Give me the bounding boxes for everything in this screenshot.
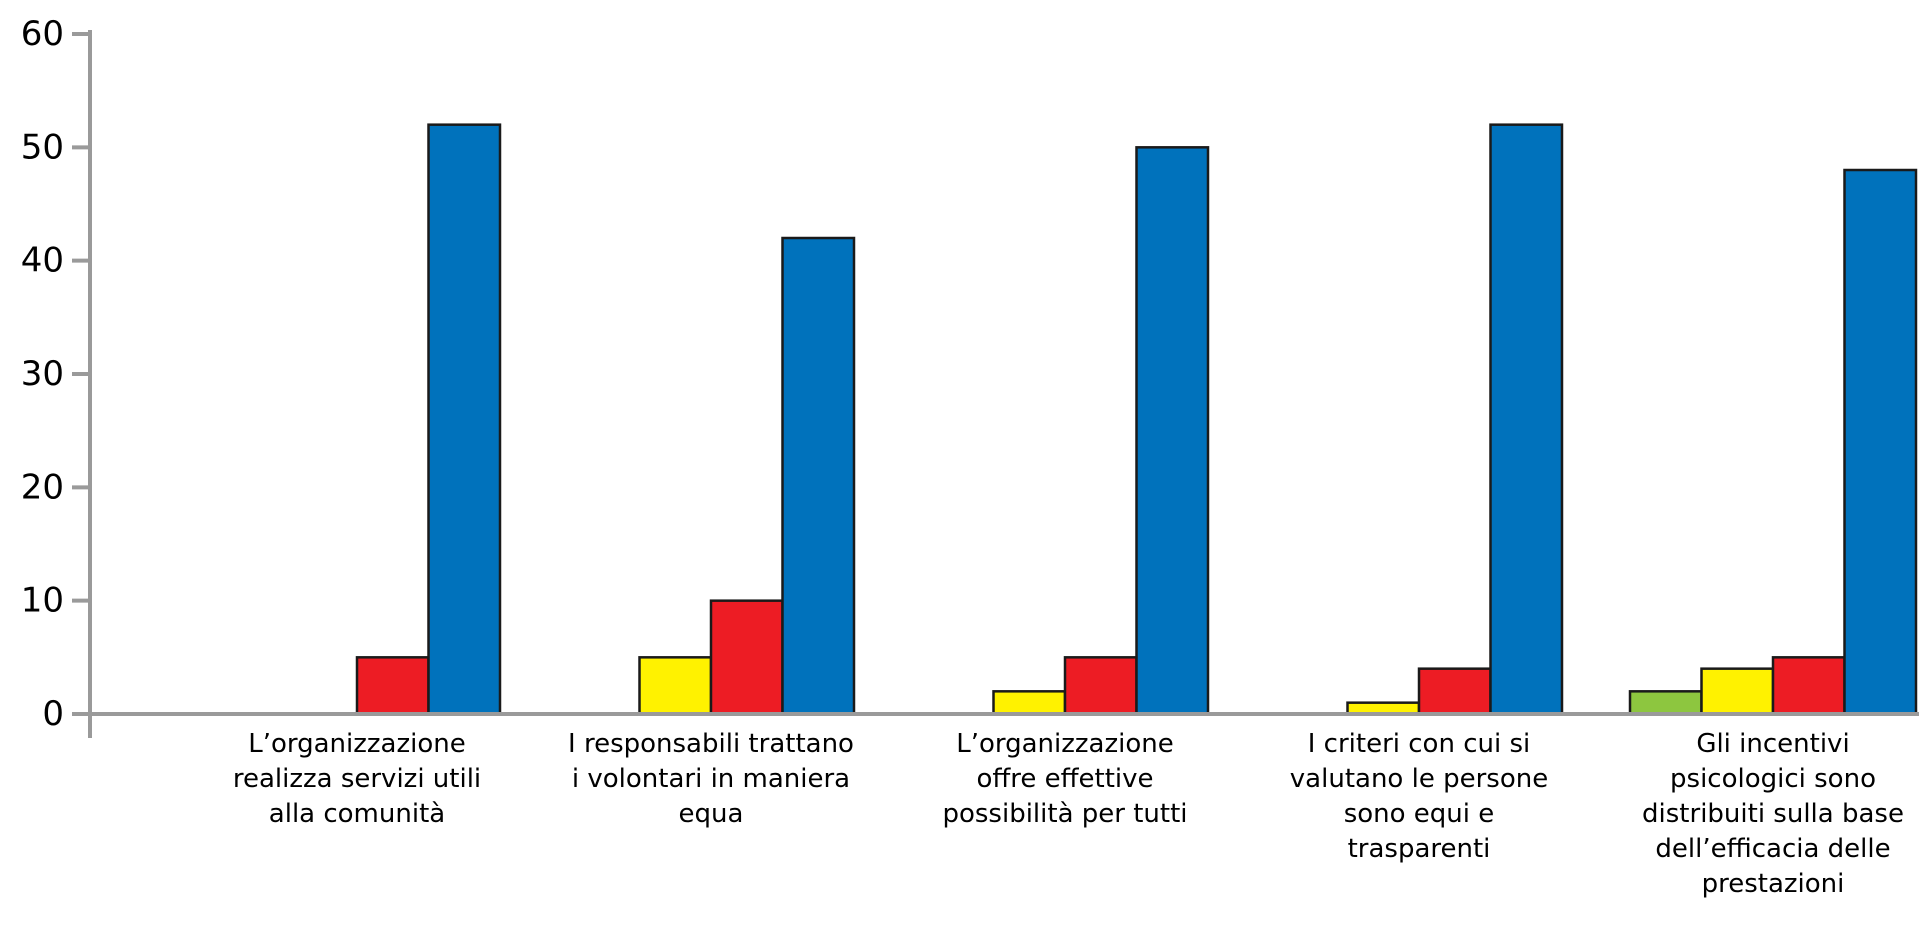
y-tick-label: 60	[21, 14, 64, 54]
x-category-label-line: psicologici sono	[1670, 764, 1876, 794]
x-category-label-line: distribuiti sulla base	[1642, 799, 1904, 829]
x-category-label-line: i volontari in maniera	[572, 764, 850, 794]
x-category-label-line: I responsabili trattano	[568, 729, 854, 759]
x-category-label-line: sono equi e	[1344, 799, 1495, 829]
axes-group	[88, 30, 1919, 738]
x-category-label-line: trasparenti	[1348, 834, 1491, 864]
bar-cat1-series3	[355, 656, 430, 716]
x-category-label-line: Gli incentivi	[1696, 729, 1849, 759]
y-tick-label: 30	[21, 354, 64, 394]
x-category-label-line: valutano le persone	[1290, 764, 1548, 794]
bar-cat2-series4	[781, 236, 856, 716]
x-category-label: I responsabili trattano i volontari in ma…	[568, 729, 854, 829]
x-category-label-line: L’organizzazione	[248, 729, 466, 759]
bar-cat3-series4	[1135, 146, 1210, 716]
x-category-label-line: dell’efficacia delle	[1655, 834, 1890, 864]
bar-cat4-series3	[1417, 667, 1492, 716]
x-category-label: L’organizzazione offre effettive possibili…	[942, 729, 1187, 829]
y-tick-label: 40	[21, 241, 64, 281]
y-ticks-group: 0 10 20 30 40 50 60	[21, 14, 90, 734]
bar-cat2-series3	[709, 599, 784, 716]
y-tick-label: 50	[21, 127, 64, 167]
x-category-label-line: equa	[679, 799, 744, 829]
bars-group	[355, 123, 1918, 716]
bar-cat1-series4	[427, 123, 502, 716]
bar-cat3-series2	[992, 690, 1067, 716]
bar-cat5-series4	[1843, 168, 1918, 716]
x-category-label-line: offre effettive	[976, 764, 1153, 794]
bar-cat5-series2	[1700, 667, 1775, 716]
y-tick-label: 10	[21, 581, 64, 621]
x-category-label-line: prestazioni	[1702, 869, 1845, 899]
bar-cat2-series2	[638, 656, 713, 716]
bar-cat5-series1	[1628, 690, 1703, 716]
bar-cat5-series3	[1771, 656, 1846, 716]
x-labels-group: L’organizzazione realizza servizi utili al…	[233, 729, 1904, 899]
y-tick-label: 0	[42, 694, 64, 734]
x-category-label-line: realizza servizi utili	[233, 764, 481, 794]
bar-cat4-series4	[1489, 123, 1564, 716]
x-category-label-line: I criteri con cui si	[1308, 729, 1531, 759]
x-category-label: L’organizzazione realizza servizi utili al…	[233, 729, 481, 829]
x-category-label-line: alla comunità	[269, 799, 445, 829]
x-category-label-line: L’organizzazione	[956, 729, 1174, 759]
y-tick-label: 20	[21, 467, 64, 507]
x-category-label-line: possibilità per tutti	[942, 799, 1187, 829]
x-category-label: Gli incentivi psicologici sono distribuiti…	[1642, 729, 1904, 899]
x-category-label: I criteri con cui si valutano le persone s…	[1290, 729, 1548, 864]
bar-cat3-series3	[1063, 656, 1138, 716]
